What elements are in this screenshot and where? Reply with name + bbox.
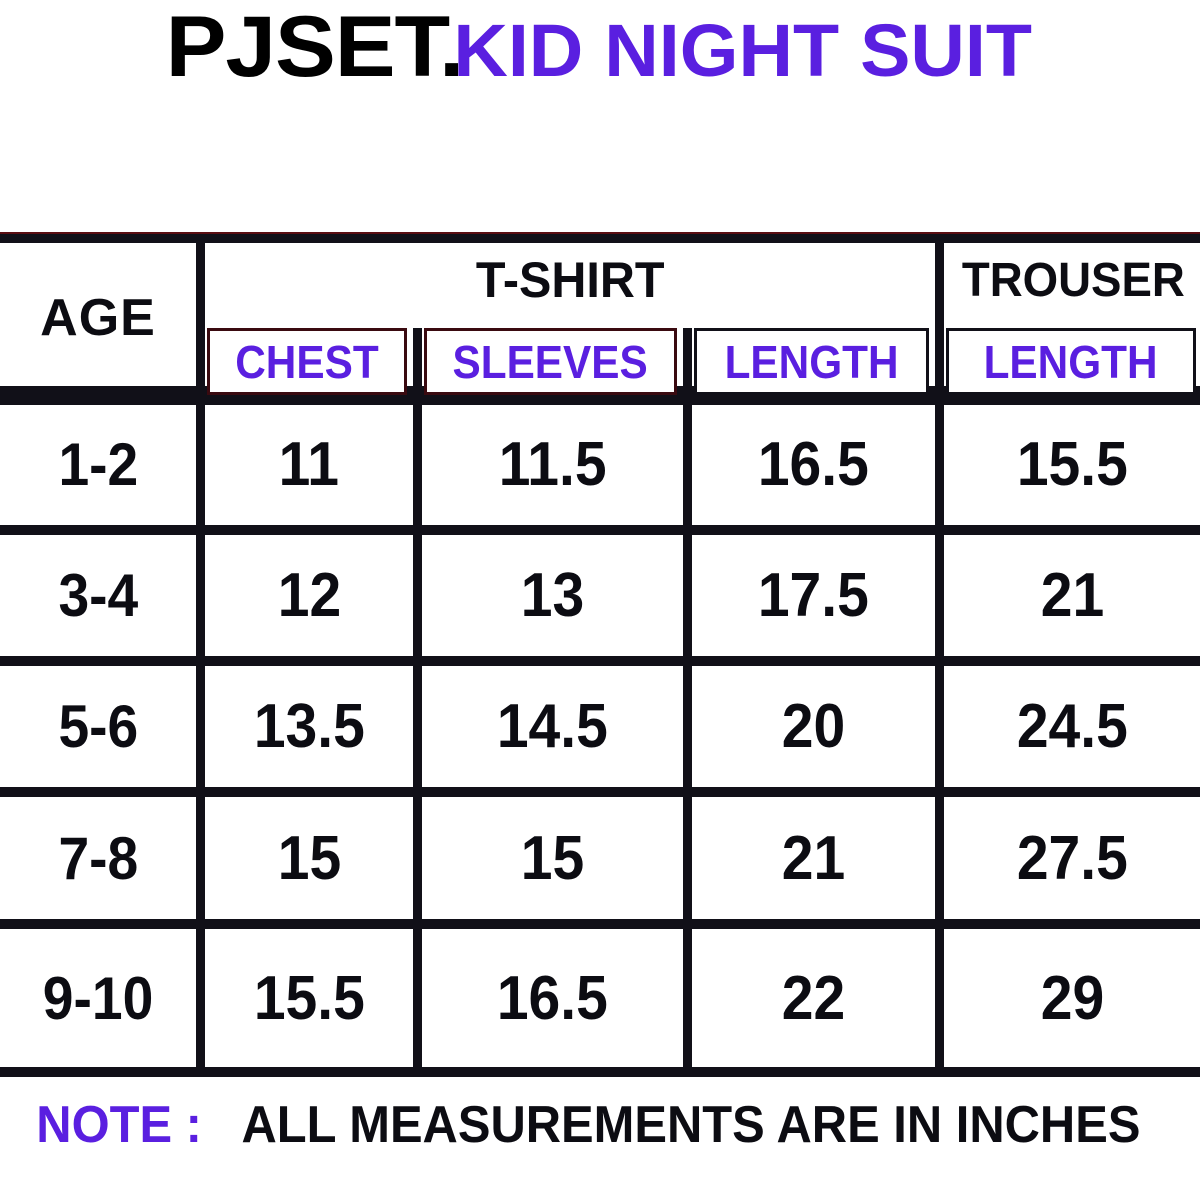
table-row: 11.5 bbox=[422, 404, 683, 525]
table-rule-bottom bbox=[0, 1067, 1200, 1077]
table-row: 3-4 bbox=[0, 535, 196, 656]
table-row: 17.5 bbox=[692, 535, 935, 656]
table-row: 13 bbox=[422, 535, 683, 656]
cell-trouser-length: 15.5 bbox=[1016, 430, 1128, 499]
table-row: 15 bbox=[422, 797, 683, 919]
cell-tshirt-length: 16.5 bbox=[757, 430, 870, 499]
column-divider-chest bbox=[413, 328, 422, 1067]
header-tshirt: T-SHIRT bbox=[205, 241, 935, 319]
cell-chest: 13.5 bbox=[253, 692, 365, 761]
cell-age: 9-10 bbox=[42, 964, 154, 1032]
table-row: 29 bbox=[944, 929, 1200, 1067]
header-trouser-label: TROUSER bbox=[961, 253, 1185, 307]
size-chart-table: AGE T-SHIRT TROUSER CHEST SLEEVES LENGTH… bbox=[0, 232, 1200, 1077]
cell-chest: 15 bbox=[277, 823, 341, 893]
table-row: 15.5 bbox=[205, 929, 413, 1067]
header-tshirt-label: T-SHIRT bbox=[475, 252, 665, 308]
subheader-trouser-length-label: LENGTH bbox=[984, 335, 1158, 388]
subheader-tshirt-length: LENGTH bbox=[694, 328, 929, 395]
note-label: NOTE : bbox=[36, 1096, 202, 1154]
brand-name: PJSET. bbox=[165, 0, 464, 95]
cell-age: 5-6 bbox=[58, 693, 138, 760]
column-divider-sleeves bbox=[683, 328, 692, 1067]
table-row: 9-10 bbox=[0, 929, 196, 1067]
table-row: 7-8 bbox=[0, 797, 196, 919]
table-row: 14.5 bbox=[422, 666, 683, 787]
cell-age: 3-4 bbox=[58, 562, 138, 629]
table-row: 27.5 bbox=[944, 797, 1200, 919]
product-subtitle: KID NIGHT SUIT bbox=[453, 9, 1032, 92]
table-rule-row-1 bbox=[0, 525, 1200, 535]
cell-trouser-length: 24.5 bbox=[1016, 692, 1128, 761]
cell-sleeves: 11.5 bbox=[498, 430, 607, 499]
header-trouser: TROUSER bbox=[944, 241, 1200, 319]
cell-trouser-length: 21 bbox=[1040, 561, 1104, 630]
cell-tshirt-length: 21 bbox=[781, 823, 846, 893]
cell-trouser-length: 27.5 bbox=[1016, 823, 1128, 893]
table-row: 12 bbox=[205, 535, 413, 656]
table-row: 20 bbox=[692, 666, 935, 787]
table-row: 24.5 bbox=[944, 666, 1200, 787]
subheader-sleeves-label: SLEEVES bbox=[452, 335, 649, 388]
cell-tshirt-length: 20 bbox=[781, 692, 846, 761]
table-rule-top bbox=[0, 232, 1200, 243]
cell-chest: 12 bbox=[277, 561, 341, 630]
subheader-chest: CHEST bbox=[207, 328, 407, 395]
table-rule-row-4 bbox=[0, 919, 1200, 929]
column-divider-trouser bbox=[935, 241, 944, 1067]
table-row: 21 bbox=[944, 535, 1200, 656]
cell-sleeves: 14.5 bbox=[496, 692, 609, 761]
cell-age: 1-2 bbox=[58, 431, 138, 498]
subheader-tshirt-length-label: LENGTH bbox=[724, 335, 899, 388]
table-rule-row-3 bbox=[0, 787, 1200, 797]
table-rule-header-bottom bbox=[0, 395, 1200, 405]
header-age: AGE bbox=[0, 241, 196, 395]
table-row: 11 bbox=[205, 404, 413, 525]
cell-sleeves: 13 bbox=[520, 561, 585, 630]
subheader-sleeves: SLEEVES bbox=[424, 328, 677, 395]
cell-chest: 11 bbox=[278, 430, 340, 499]
brand-header: PJSET. KID NIGHT SUIT bbox=[0, 0, 1200, 95]
note-line: NOTE : ALL MEASUREMENTS ARE IN INCHES bbox=[0, 1095, 1200, 1155]
subheader-trouser-length: LENGTH bbox=[946, 328, 1196, 395]
cell-age: 7-8 bbox=[58, 824, 138, 892]
table-row: 1-2 bbox=[0, 404, 196, 525]
note-text: ALL MEASUREMENTS ARE IN INCHES bbox=[241, 1096, 1141, 1154]
table-row: 22 bbox=[692, 929, 935, 1067]
table-row: 15 bbox=[205, 797, 413, 919]
cell-sleeves: 16.5 bbox=[496, 963, 609, 1033]
cell-chest: 15.5 bbox=[253, 963, 365, 1033]
cell-trouser-length: 29 bbox=[1040, 963, 1104, 1033]
table-row: 21 bbox=[692, 797, 935, 919]
table-row: 16.5 bbox=[422, 929, 683, 1067]
table-row: 15.5 bbox=[944, 404, 1200, 525]
table-rule-row-2 bbox=[0, 656, 1200, 666]
header-age-label: AGE bbox=[40, 289, 156, 347]
column-divider-age bbox=[196, 241, 205, 1067]
cell-tshirt-length: 17.5 bbox=[757, 561, 870, 630]
cell-tshirt-length: 22 bbox=[781, 963, 846, 1033]
subheader-chest-label: CHEST bbox=[235, 335, 379, 388]
table-row: 16.5 bbox=[692, 404, 935, 525]
cell-sleeves: 15 bbox=[520, 823, 585, 893]
table-row: 5-6 bbox=[0, 666, 196, 787]
table-row: 13.5 bbox=[205, 666, 413, 787]
